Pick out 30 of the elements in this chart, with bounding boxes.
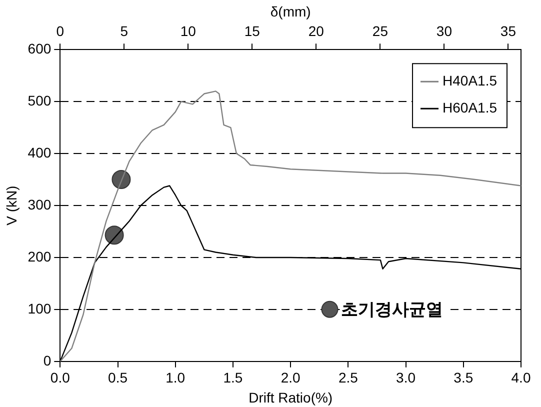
x-tick-label: 1.5 <box>223 370 243 386</box>
x-tick-label: 3.5 <box>454 370 474 386</box>
x2-tick-label: 10 <box>180 23 196 40</box>
y-tick-label: 600 <box>28 40 52 56</box>
x2-tick-label: 5 <box>120 23 128 40</box>
legend-label: 초기경사균열 <box>340 300 443 320</box>
x2-tick-label: 35 <box>500 23 516 40</box>
x2-tick-label: 25 <box>372 23 388 40</box>
x-tick-label: 4.0 <box>511 370 531 386</box>
x-tick-label: 0.0 <box>50 370 70 386</box>
y-tick-label: 500 <box>28 92 52 108</box>
x2-tick-label: 0 <box>56 23 64 40</box>
x2-tick-label: 15 <box>244 23 260 40</box>
y-tick-label: 300 <box>28 196 52 212</box>
x-tick-label: 2.5 <box>338 370 358 386</box>
x2-axis-title: δ(mm) <box>270 3 311 20</box>
x2-tick-label: 20 <box>308 23 324 40</box>
legend-label: H60A1.5 <box>442 99 498 116</box>
x2-tick-label: 30 <box>436 23 452 40</box>
y-tick-label: 400 <box>28 144 52 160</box>
x-tick-label: 3.0 <box>396 370 416 386</box>
x-axis-title: Drift Ratio(%) <box>248 389 333 406</box>
y-tick-label: 200 <box>28 248 52 264</box>
y-tick-label: 100 <box>28 300 52 316</box>
y-axis-title: V (kN) <box>3 186 20 226</box>
x-tick-label: 2.0 <box>280 370 301 386</box>
y-tick-label: 0 <box>43 352 52 368</box>
x-tick-label: 0.5 <box>108 370 128 386</box>
legend-label: H40A1.5 <box>442 72 498 88</box>
x-tick-label: 1.0 <box>166 370 186 386</box>
